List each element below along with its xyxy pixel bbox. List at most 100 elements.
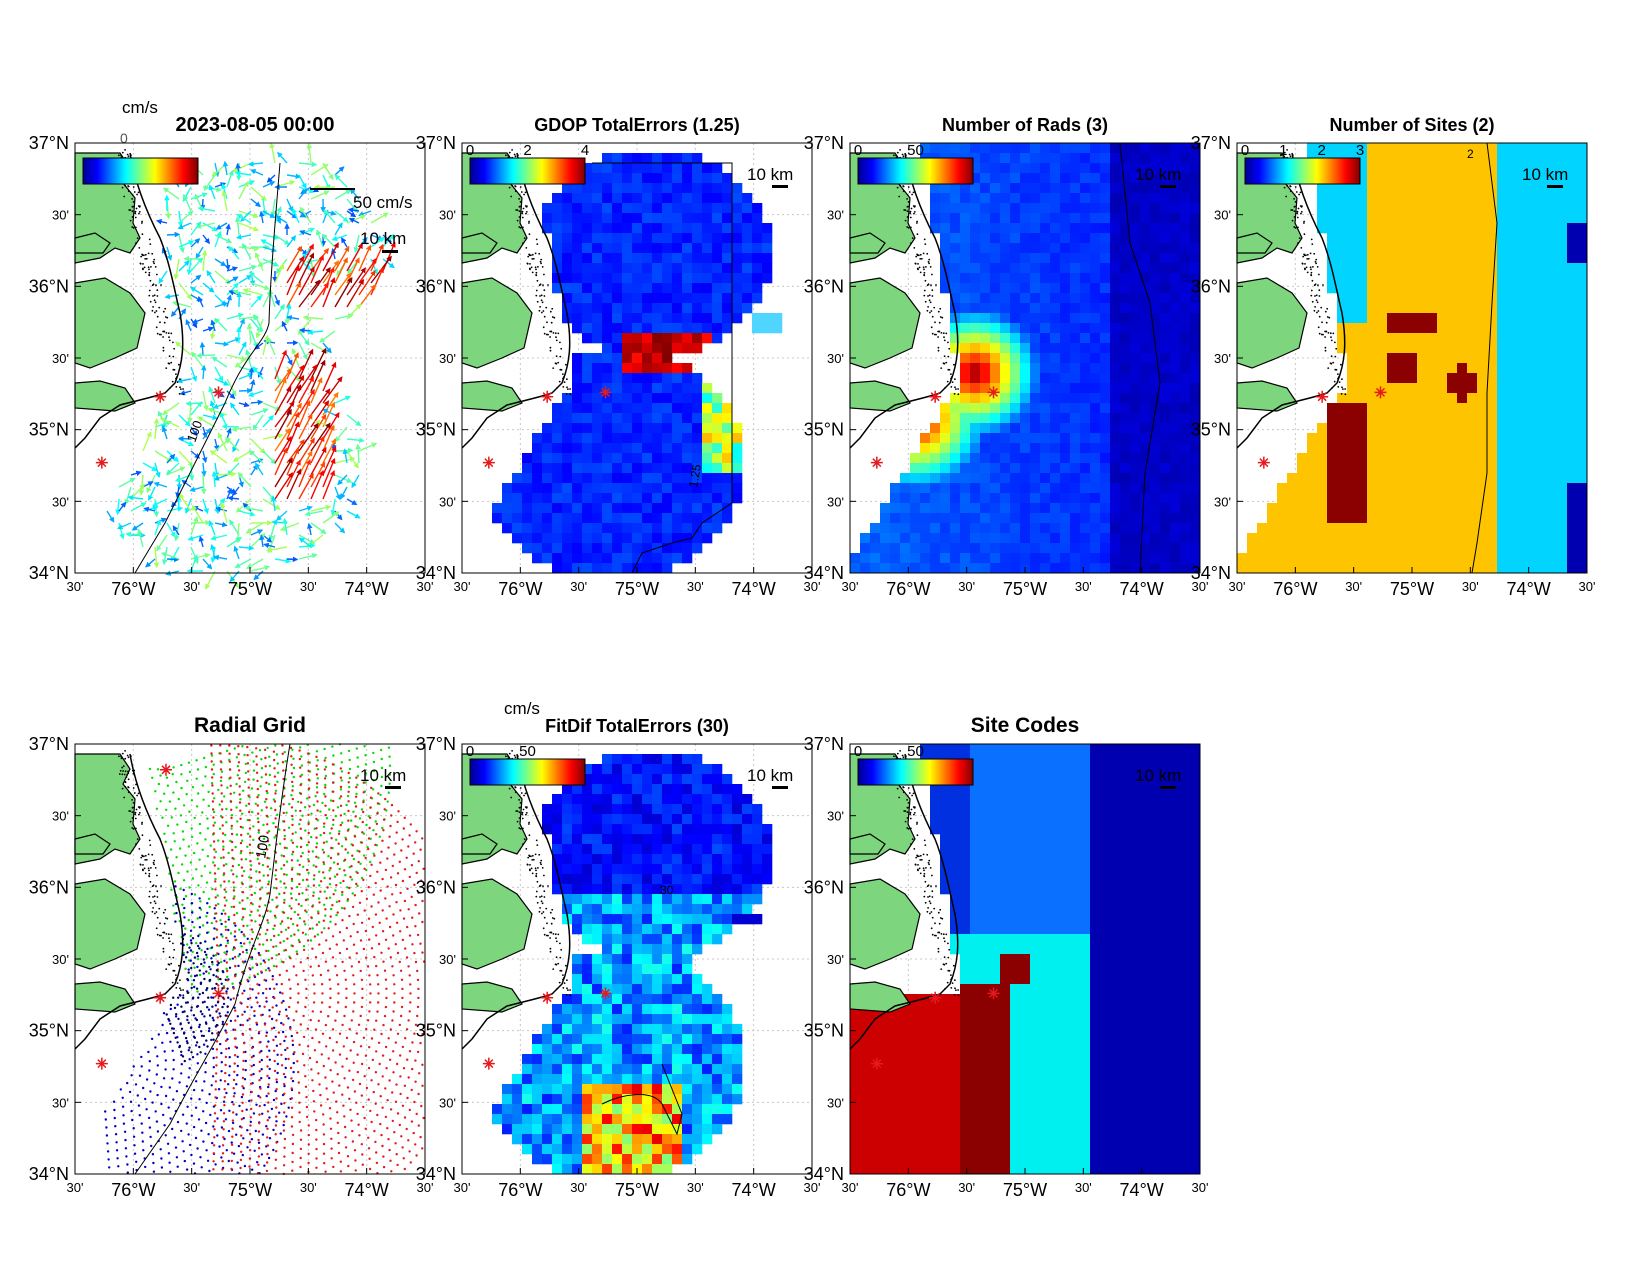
field-cell bbox=[1427, 503, 1438, 514]
current-vector bbox=[131, 522, 144, 531]
field-cell bbox=[682, 213, 693, 224]
field-cell bbox=[562, 543, 573, 554]
field-cell bbox=[582, 543, 593, 554]
field-cell bbox=[632, 273, 643, 284]
field-cell bbox=[1040, 383, 1051, 394]
island-dot bbox=[542, 310, 545, 312]
field-cell bbox=[1317, 473, 1328, 484]
field-cell bbox=[632, 533, 643, 544]
field-cell bbox=[1150, 483, 1161, 494]
field-cell bbox=[712, 443, 723, 454]
field-cell bbox=[1577, 533, 1588, 544]
current-vector bbox=[198, 535, 205, 548]
field-cell bbox=[1547, 503, 1558, 514]
field-cell bbox=[672, 373, 683, 384]
current-vector bbox=[221, 189, 228, 212]
field-cell bbox=[1427, 213, 1438, 224]
radial-grid-point bbox=[260, 809, 263, 812]
field-cell bbox=[582, 493, 593, 504]
field-cell bbox=[1497, 283, 1508, 294]
field-cell bbox=[572, 183, 583, 194]
field-cell bbox=[1397, 473, 1408, 484]
field-cell bbox=[980, 443, 991, 454]
field-cell bbox=[1110, 143, 1121, 154]
field-cell bbox=[1140, 333, 1151, 344]
field-cell bbox=[662, 383, 673, 394]
field-cell bbox=[1130, 483, 1141, 494]
field-cell bbox=[592, 183, 603, 194]
island-dot bbox=[138, 247, 141, 249]
field-cell bbox=[930, 543, 941, 554]
field-cell bbox=[1307, 143, 1318, 154]
field-cell bbox=[632, 443, 643, 454]
island-dot bbox=[1316, 311, 1318, 314]
current-vector bbox=[118, 477, 136, 488]
current-vector bbox=[306, 142, 313, 164]
field-cell bbox=[1050, 173, 1061, 184]
field-cell bbox=[1377, 343, 1388, 354]
field-cell bbox=[1190, 343, 1201, 354]
field-cell bbox=[1497, 153, 1508, 164]
field-cell bbox=[1327, 193, 1338, 204]
field-cell bbox=[702, 513, 713, 524]
field-cell bbox=[1387, 293, 1398, 304]
field-cell bbox=[1467, 483, 1478, 494]
field-cell bbox=[1000, 413, 1011, 424]
current-vector bbox=[298, 252, 315, 284]
field-cell bbox=[1457, 263, 1468, 274]
field-cell bbox=[1150, 203, 1161, 214]
field-cell bbox=[1170, 483, 1181, 494]
field-cell bbox=[1357, 243, 1368, 254]
field-cell bbox=[1377, 263, 1388, 274]
radial-grid-point bbox=[239, 798, 242, 801]
island-dot bbox=[173, 368, 176, 371]
field-cell bbox=[1100, 493, 1111, 504]
field-cell bbox=[672, 413, 683, 424]
field-cell bbox=[1090, 543, 1101, 554]
island-dot bbox=[1283, 186, 1286, 189]
current-vector bbox=[274, 294, 280, 307]
field-cell bbox=[1070, 343, 1081, 354]
radial-grid-point bbox=[301, 814, 304, 817]
field-cell bbox=[1060, 453, 1071, 464]
field-cell bbox=[1507, 473, 1518, 484]
current-vector bbox=[286, 352, 299, 380]
current-vector bbox=[231, 162, 252, 173]
field-cell bbox=[1130, 513, 1141, 524]
field-cell bbox=[1110, 183, 1121, 194]
field-cell bbox=[1357, 453, 1368, 464]
island-dot bbox=[937, 349, 940, 352]
island-dot bbox=[539, 260, 542, 263]
field-cell bbox=[1437, 483, 1448, 494]
field-cell bbox=[682, 543, 693, 554]
field-cell bbox=[1090, 163, 1101, 174]
field-cell bbox=[1060, 343, 1071, 354]
island-dot bbox=[1337, 377, 1339, 380]
field-cell bbox=[1517, 453, 1528, 464]
field-cell bbox=[1160, 463, 1171, 474]
field-cell bbox=[542, 523, 553, 534]
field-cell bbox=[920, 503, 931, 514]
field-cell bbox=[1397, 453, 1408, 464]
field-cell bbox=[692, 413, 703, 424]
field-cell bbox=[1527, 323, 1538, 334]
current-vector bbox=[201, 450, 208, 464]
field-cell bbox=[1457, 193, 1468, 204]
field-cell bbox=[880, 503, 891, 514]
field-cell bbox=[682, 243, 693, 254]
field-cell bbox=[1060, 513, 1071, 524]
field-cell bbox=[1327, 493, 1338, 504]
field-cell bbox=[1447, 553, 1458, 564]
field-cell bbox=[1030, 403, 1041, 414]
field-cell bbox=[1577, 163, 1588, 174]
contour-label: 1.25 bbox=[686, 463, 704, 489]
field-cell bbox=[742, 293, 753, 304]
field-cell bbox=[632, 323, 643, 334]
field-cell bbox=[692, 253, 703, 264]
island-dot bbox=[930, 310, 933, 312]
field-cell bbox=[662, 563, 673, 574]
field-cell bbox=[1020, 443, 1031, 454]
field-cell bbox=[1377, 223, 1388, 234]
island-dot bbox=[136, 193, 138, 196]
field-cell bbox=[1030, 353, 1041, 364]
